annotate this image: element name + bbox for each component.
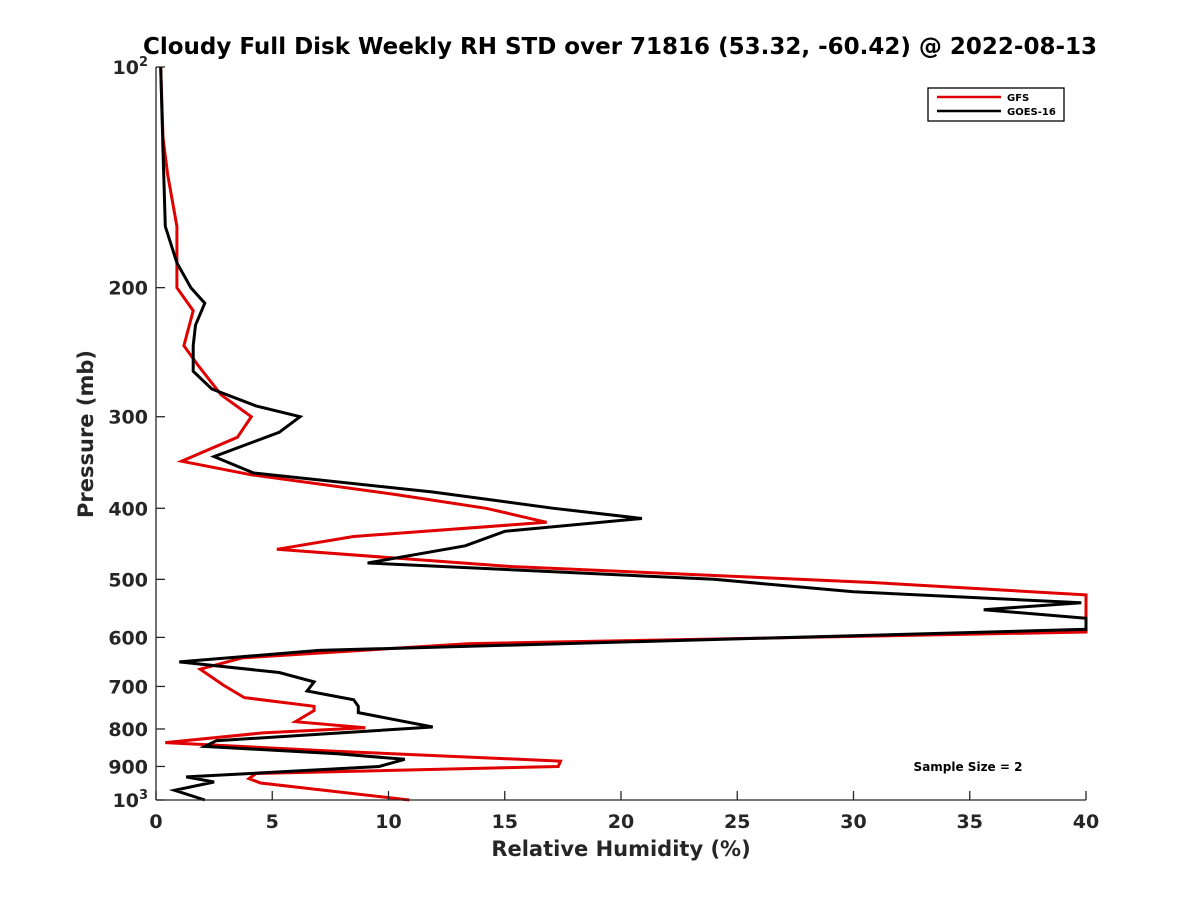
y-tick-label: 200 <box>108 278 148 300</box>
y-tick-label-base: 300 <box>108 407 148 429</box>
series-group <box>159 66 1088 802</box>
y-tick-label-exponent: 3 <box>139 788 148 803</box>
series-line-goes16 <box>159 66 1088 802</box>
y-tick-label-base: 400 <box>108 498 148 520</box>
x-tick-label: 25 <box>724 811 750 833</box>
x-tick-label: 15 <box>492 811 518 833</box>
y-tick-label: 102 <box>113 55 149 79</box>
y-tick-label-base: 900 <box>108 756 148 778</box>
legend: GFS GOES-16 <box>927 87 1065 122</box>
y-tick-label: 300 <box>108 407 148 429</box>
y-tick-label-base: 800 <box>108 719 148 741</box>
y-tick-label: 900 <box>108 756 148 778</box>
sample-size-annotation: Sample Size = 2 <box>914 760 1023 774</box>
y-tick-label-exponent: 2 <box>139 55 148 70</box>
legend-label-gfs: GFS <box>1007 93 1029 104</box>
x-tick-label: 10 <box>375 811 401 833</box>
y-tick-label: 400 <box>108 498 148 520</box>
x-tick-label: 0 <box>149 811 162 833</box>
x-tick-label: 20 <box>608 811 634 833</box>
series-line-gfs <box>159 66 1088 802</box>
y-tick-label: 500 <box>108 569 148 591</box>
y-axis-label: Pressure (mb) <box>74 350 98 518</box>
y-tick-label-base: 700 <box>108 676 148 698</box>
y-tick-label: 700 <box>108 676 148 698</box>
y-tick-label-base: 500 <box>108 569 148 591</box>
y-tick-label-base: 10 <box>113 790 139 812</box>
y-tick-label-base: 10 <box>113 57 139 79</box>
legend-box <box>927 87 1065 122</box>
y-tick-label-base: 600 <box>108 627 148 649</box>
y-tick-label: 800 <box>108 719 148 741</box>
legend-label-goes16: GOES-16 <box>1007 107 1056 118</box>
y-tick-label: 600 <box>108 627 148 649</box>
y-tick-label: 103 <box>113 788 149 812</box>
x-ticks-group: 0 5 10 15 20 25 30 35 40 <box>149 791 1099 833</box>
x-tick-label: 30 <box>840 811 866 833</box>
x-axis-label: Relative Humidity (%) <box>491 837 750 861</box>
x-tick-label: 35 <box>957 811 983 833</box>
x-tick-label: 5 <box>266 811 279 833</box>
x-tick-label: 40 <box>1073 811 1099 833</box>
chart-title: Cloudy Full Disk Weekly RH STD over 7181… <box>143 34 1097 60</box>
y-tick-label-base: 200 <box>108 278 148 300</box>
